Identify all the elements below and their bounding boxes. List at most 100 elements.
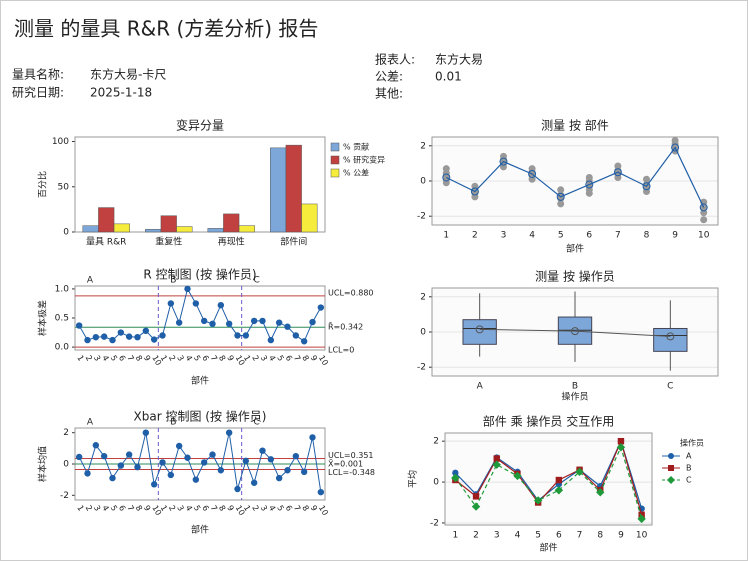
marker	[555, 476, 563, 484]
marker	[84, 470, 91, 477]
marker	[92, 334, 100, 341]
y-tick-label: 0	[433, 478, 439, 488]
x-tick-label: 3	[175, 504, 185, 513]
chart-title: 部件 乘 操作员 交互作用	[483, 414, 614, 429]
marker	[493, 455, 500, 462]
bar	[160, 215, 177, 233]
marker	[117, 462, 125, 469]
bar	[301, 203, 318, 233]
marker	[267, 336, 275, 344]
mean-marker	[475, 325, 484, 334]
marker	[309, 318, 316, 326]
marker	[225, 429, 233, 436]
legend-label: % 研究变异	[343, 155, 385, 165]
x-tick-label: 4	[100, 354, 110, 363]
y-tick-label: 2	[420, 141, 426, 151]
x-tick-label: 3	[501, 231, 507, 241]
marker	[554, 486, 564, 495]
y-tick-label: 0.5	[55, 314, 69, 324]
x-tick-label: 4	[100, 504, 110, 513]
y-tick-label: 100	[52, 137, 69, 147]
marker	[184, 285, 191, 293]
mean-marker	[442, 173, 451, 182]
marker	[250, 317, 258, 325]
bar	[270, 147, 287, 233]
x-tick-label: 8	[300, 504, 310, 513]
group-label: A	[87, 276, 94, 286]
x-tick-label: 10	[698, 231, 710, 241]
observation	[557, 200, 565, 208]
mean-marker	[470, 187, 479, 196]
x-tick-label: A	[477, 382, 484, 392]
x-tick-label: 4	[267, 354, 277, 363]
marker	[225, 320, 233, 328]
chart-title: 测量 按 操作员	[535, 269, 615, 284]
marker	[142, 429, 150, 436]
x-tick-label: 5	[192, 504, 202, 513]
x-tick-label: 3	[92, 354, 102, 363]
x-tick-label: 6	[117, 504, 127, 513]
x-tick-label: 8	[217, 354, 227, 363]
marker	[668, 465, 674, 471]
marker	[637, 514, 646, 524]
mean-marker	[642, 182, 651, 191]
marker	[616, 443, 626, 452]
mean-marker	[571, 327, 579, 336]
x-tick-label: 10	[636, 531, 648, 541]
marker	[275, 474, 283, 482]
marker	[142, 327, 150, 334]
x-tick-label: 7	[615, 231, 621, 241]
x-tick-label: 1	[159, 354, 169, 363]
x-tick-label: C	[667, 382, 673, 392]
marker	[150, 481, 158, 488]
marker	[75, 322, 83, 329]
marker	[667, 476, 675, 484]
plot-area	[75, 286, 325, 350]
x-tick-label: 6	[200, 504, 210, 513]
x-tick-label: 9	[142, 354, 152, 363]
marker	[134, 334, 141, 341]
x-tick-label: 2	[167, 354, 177, 363]
x-tick-label: 8	[134, 504, 144, 513]
y-tick-label: 0	[420, 177, 426, 187]
legend-label: C	[686, 476, 692, 485]
x-axis-label: 部件	[539, 542, 557, 554]
marker	[617, 437, 625, 445]
y-tick-label: 2	[63, 428, 69, 438]
bar	[113, 223, 130, 233]
plot-border	[431, 287, 719, 377]
marker	[300, 338, 308, 345]
y-tick-label: 0.0	[55, 343, 70, 353]
control-limit-label: LCL=0	[328, 346, 354, 355]
marker	[242, 457, 250, 465]
x-tick-label: 4	[184, 504, 194, 513]
y-tick-label: -2	[430, 518, 439, 528]
x-tick-label: 1	[159, 504, 169, 513]
marker	[200, 459, 208, 466]
x-tick-label: 10	[234, 504, 247, 517]
y-tick-label: 0	[420, 328, 426, 338]
marker	[200, 317, 208, 325]
observation	[700, 216, 708, 224]
x-tick-label: 6	[284, 354, 294, 363]
control-limit-label: UCL=0.880	[328, 288, 374, 297]
legend-swatch	[330, 168, 340, 178]
marker	[209, 320, 216, 328]
x-tick-label: 5	[192, 354, 202, 363]
mean-marker	[556, 192, 565, 201]
x-tick-label: 3	[494, 531, 500, 541]
x-tick-label: 1	[75, 504, 85, 513]
y-tick-label: 1.0	[55, 284, 70, 294]
group-label: C	[254, 276, 260, 286]
marker	[533, 496, 543, 505]
chart-title: 测量 按 部件	[541, 118, 609, 133]
y-tick-label: -2	[417, 363, 426, 373]
marker	[192, 476, 200, 483]
legend-label: % 公差	[343, 168, 369, 178]
marker	[284, 467, 291, 474]
x-tick-label: 5	[275, 354, 285, 363]
x-tick-label: 10	[150, 354, 163, 367]
marker	[513, 471, 522, 481]
mean-marker	[528, 169, 537, 178]
